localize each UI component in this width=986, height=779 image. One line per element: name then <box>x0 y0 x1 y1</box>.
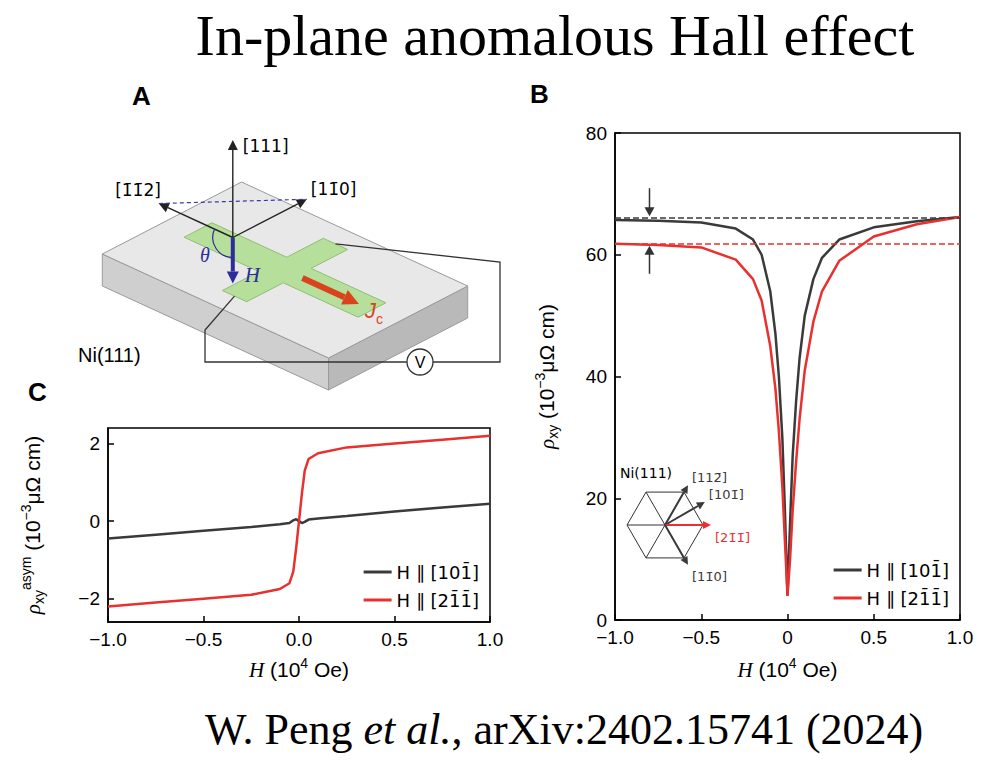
html-text:B: B <box>530 79 549 109</box>
svg-text:−1.0: −1.0 <box>596 627 634 648</box>
svg-text:60: 60 <box>586 244 607 265</box>
svg-text:Jc: Jc <box>364 298 383 327</box>
svg-text:Ni(111): Ni(111) <box>620 465 672 481</box>
html-text:C: C <box>28 377 47 407</box>
svg-text:(10: (10 <box>535 389 558 425</box>
svg-text:4: 4 <box>300 655 309 671</box>
svg-text:H ∥ [21̄1̄]: H ∥ [21̄1̄] <box>397 589 479 610</box>
svg-text:xy: xy <box>31 590 47 604</box>
svg-text:−1.0: −1.0 <box>89 629 127 650</box>
html-text:W. Peng et al., arXiv:2402.157: W. Peng et al., arXiv:2402.15741 (2024) <box>205 705 924 754</box>
svg-text:[112̄]: [112̄] <box>692 470 727 485</box>
svg-text:0.0: 0.0 <box>286 629 312 650</box>
svg-text:μΩ cm): μΩ cm) <box>535 304 558 373</box>
svg-text:[11̄0]: [11̄0] <box>311 179 357 199</box>
svg-text:[1̄1̄2]: [1̄1̄2] <box>115 180 161 200</box>
svg-text:−0.5: −0.5 <box>682 627 720 648</box>
svg-text:0: 0 <box>596 609 607 631</box>
svg-text:−0.5: −0.5 <box>185 629 223 650</box>
svg-text:Oe): Oe) <box>308 658 349 681</box>
svg-text:0: 0 <box>89 511 100 532</box>
svg-text:20: 20 <box>586 488 607 509</box>
svg-text:H ∥ [21̄1̄]: H ∥ [21̄1̄] <box>867 587 949 608</box>
svg-text:Ni(111): Ni(111) <box>78 344 141 366</box>
svg-text:40: 40 <box>586 366 607 387</box>
svg-text:−2: −2 <box>78 588 100 609</box>
svg-text:[101̄]: [101̄] <box>709 487 744 502</box>
html-text:In-plane anomalous Hall effect: In-plane anomalous Hall effect <box>195 3 915 68</box>
svg-text:1.0: 1.0 <box>947 627 973 648</box>
svg-text:ρ: ρ <box>21 604 45 615</box>
svg-text:0.5: 0.5 <box>381 629 407 650</box>
svg-text:(10: (10 <box>21 520 44 556</box>
svg-text:Oe): Oe) <box>797 658 838 681</box>
svg-text:(10: (10 <box>753 658 789 681</box>
svg-text:H: H <box>249 657 265 682</box>
html-text:A: A <box>132 81 151 111</box>
svg-text:asym: asym <box>18 557 34 590</box>
svg-text:ρ: ρ <box>535 439 559 450</box>
svg-text:4: 4 <box>788 655 797 671</box>
svg-text:−3: −3 <box>532 372 548 388</box>
svg-text:H ∥ [101̄]: H ∥ [101̄] <box>397 561 479 582</box>
svg-text:[21̄1̄]: [21̄1̄] <box>715 530 750 545</box>
svg-text:[11̄0]: [11̄0] <box>692 569 727 584</box>
svg-text:H ∥ [101̄]: H ∥ [101̄] <box>867 559 949 580</box>
svg-text:H: H <box>244 263 262 287</box>
svg-text:xy: xy <box>545 425 561 439</box>
svg-text:0: 0 <box>782 627 793 648</box>
svg-text:−3: −3 <box>18 504 34 520</box>
svg-text:H: H <box>737 657 753 682</box>
svg-text:80: 80 <box>586 123 607 144</box>
svg-text:V: V <box>415 354 426 371</box>
svg-text:θ: θ <box>200 244 210 266</box>
svg-text:(10: (10 <box>264 658 300 681</box>
svg-text:2: 2 <box>89 433 100 454</box>
svg-text:[111]: [111] <box>243 136 289 156</box>
svg-text:1.0: 1.0 <box>477 629 503 650</box>
svg-text:μΩ cm): μΩ cm) <box>21 436 44 505</box>
svg-text:0.5: 0.5 <box>861 627 887 648</box>
